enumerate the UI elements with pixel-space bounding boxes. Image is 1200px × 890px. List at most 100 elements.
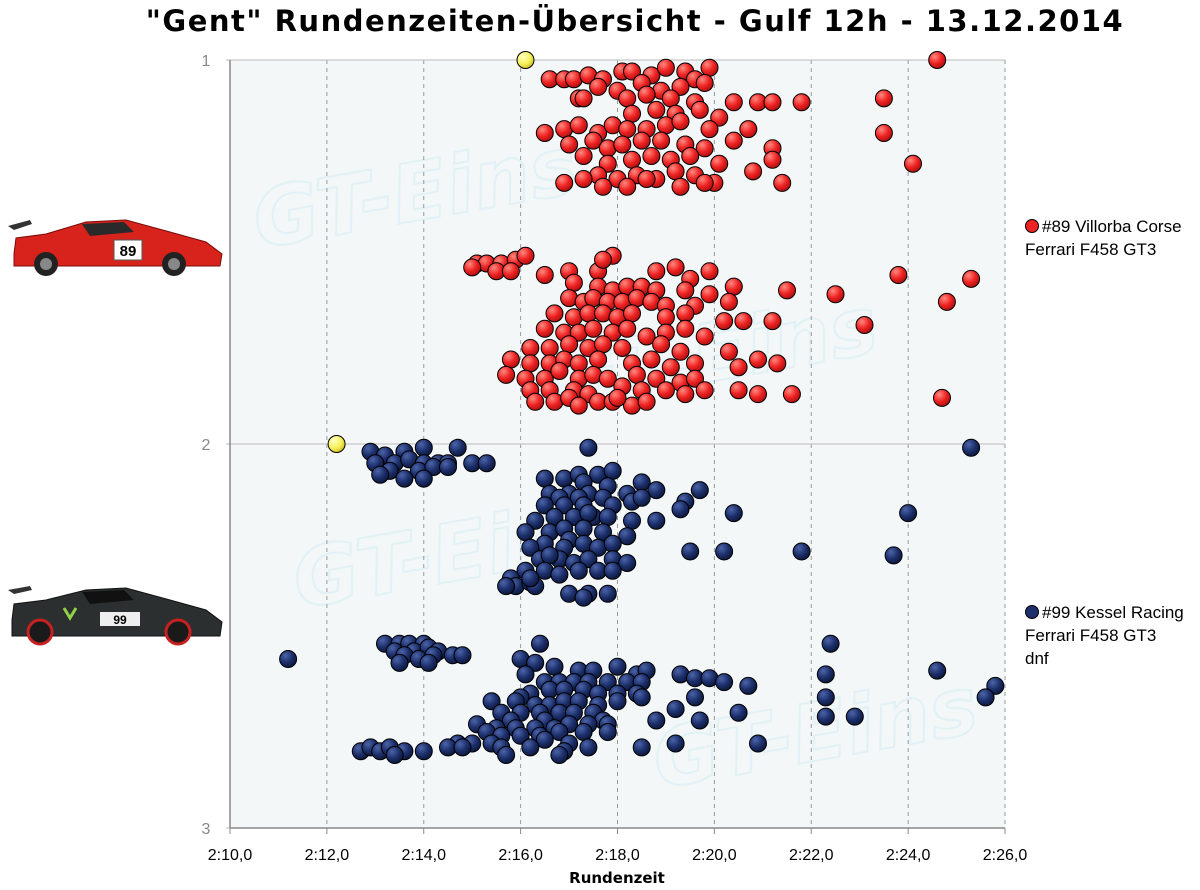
data-point — [845, 707, 864, 726]
data-point — [550, 723, 569, 741]
data-point — [792, 93, 811, 112]
data-point — [501, 350, 520, 369]
highlight-points — [327, 51, 535, 453]
data-point — [962, 438, 981, 457]
data-point — [555, 173, 574, 192]
data-point — [618, 527, 637, 546]
data-point — [904, 154, 922, 173]
data-point — [647, 369, 666, 388]
data-point — [598, 723, 617, 741]
data-point — [579, 550, 598, 569]
data-point — [564, 273, 583, 292]
data-point — [647, 511, 666, 530]
data-point — [569, 396, 588, 415]
legend-99-line-2: Ferrari F458 GT3 — [1025, 626, 1157, 645]
data-point — [724, 131, 743, 150]
legend-entry-99: #99 Kessel Racing Ferrari F458 GT3 dnf — [1025, 601, 1184, 670]
data-point — [608, 388, 627, 407]
data-point — [724, 277, 743, 296]
data-point — [550, 565, 569, 584]
data-point — [501, 262, 520, 281]
data-point — [385, 746, 404, 764]
data-point — [768, 354, 787, 373]
data-point — [855, 316, 874, 334]
data-point — [933, 388, 951, 407]
data-point — [700, 285, 719, 304]
data-point — [700, 120, 719, 139]
data-point — [686, 688, 704, 707]
data-point — [778, 281, 796, 300]
data-point — [535, 319, 554, 338]
data-point — [986, 676, 1005, 695]
data-point — [816, 707, 835, 726]
data-point — [686, 354, 704, 373]
legend-entry-89: #89 Villorba Corse Ferrari F458 GT3 — [1025, 215, 1182, 261]
data-point — [613, 135, 632, 154]
data-point — [884, 546, 903, 565]
data-point — [710, 154, 729, 173]
data-point — [579, 738, 598, 757]
red-ferrari-car-icon: 89 — [8, 219, 223, 276]
data-point — [598, 154, 617, 173]
data-point — [439, 458, 457, 476]
data-point — [618, 319, 637, 338]
data-point — [652, 131, 671, 150]
data-point — [729, 703, 748, 722]
data-point — [676, 281, 695, 300]
data-point — [642, 350, 661, 369]
data-point — [395, 469, 414, 488]
data-point — [647, 481, 666, 500]
data-point — [773, 173, 792, 192]
car-number: 89 — [120, 243, 137, 260]
data-point — [623, 62, 641, 81]
data-point — [550, 746, 569, 764]
x-tick-label: 2:24,0 — [886, 847, 931, 864]
data-point — [608, 657, 627, 676]
data-point — [695, 327, 714, 346]
data-point — [656, 308, 675, 327]
data-point — [453, 646, 472, 665]
data-point — [618, 177, 637, 196]
data-point — [763, 150, 782, 169]
data-point — [681, 542, 700, 561]
data-point — [656, 58, 675, 77]
data-point — [700, 58, 719, 77]
data-point — [690, 100, 709, 119]
data-point — [535, 730, 554, 749]
data-point — [608, 692, 627, 711]
data-point — [656, 381, 675, 400]
data-point — [637, 327, 656, 346]
data-point — [889, 266, 908, 284]
y-tick-label: 1 — [202, 53, 211, 70]
data-point — [477, 454, 496, 473]
data-point — [976, 688, 995, 707]
data-point — [671, 342, 690, 361]
data-point — [734, 312, 753, 331]
data-point — [724, 93, 743, 112]
data-point — [555, 496, 574, 515]
data-point — [574, 89, 593, 108]
data-point — [821, 634, 840, 653]
data-point — [603, 534, 622, 553]
data-point — [647, 100, 666, 119]
data-point — [666, 162, 685, 181]
data-point — [560, 335, 579, 354]
data-point — [686, 369, 704, 388]
data-point — [279, 650, 298, 668]
data-point — [816, 665, 835, 684]
data-point — [482, 692, 501, 711]
data-point — [700, 262, 719, 281]
data-point — [414, 469, 433, 488]
data-point — [632, 688, 651, 707]
data-point — [521, 738, 540, 757]
data-point — [695, 173, 714, 192]
data-point — [569, 354, 588, 373]
data-point — [729, 381, 748, 400]
data-point — [661, 358, 680, 377]
x-axis-label: Rundenzeit — [569, 869, 665, 887]
data-point — [749, 385, 767, 404]
data-point — [710, 108, 729, 127]
data-point — [579, 504, 598, 523]
data-point — [632, 738, 651, 757]
